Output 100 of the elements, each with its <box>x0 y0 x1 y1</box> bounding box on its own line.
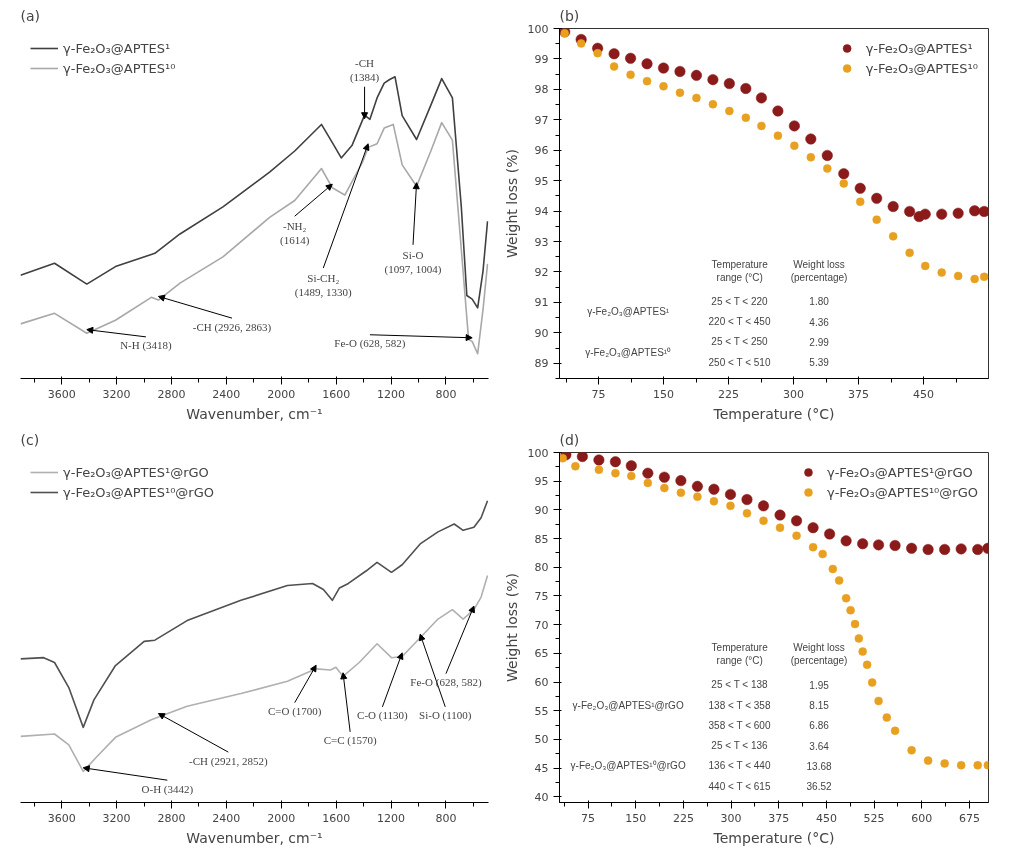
x-axis-title: Wavenumber, cm⁻¹ <box>186 829 323 846</box>
y-tick-label: 91 <box>534 296 549 310</box>
annotation: Si-O (1100) <box>419 709 472 723</box>
x-tick-label: 75 <box>591 387 606 401</box>
y-tick-label: 60 <box>534 676 549 690</box>
annotation: 36.52 <box>806 781 832 793</box>
annotation: -CH (1384) <box>349 56 380 85</box>
annotation: 440 < T < 615 <box>708 780 771 792</box>
x-axis-title: Temperature (°C) <box>712 405 835 422</box>
legend-label: γ-Fe₂O₃@APTES¹⁰@rGO <box>63 484 215 500</box>
x-tick-label: 800 <box>435 387 457 401</box>
annotation: 1.80 <box>809 296 830 308</box>
x-tick-label: 1600 <box>322 387 351 401</box>
legend-label: γ-Fe₂O₃@APTES¹ <box>63 40 171 56</box>
y-tick-label: 65 <box>534 647 549 661</box>
annotation: 1.95 <box>809 679 830 691</box>
annotation: 220 < T < 450 <box>708 316 771 328</box>
annotation: 358 < T < 600 <box>708 719 771 731</box>
annotation: 250 < T < 510 <box>708 356 771 368</box>
y-tick-label: 95 <box>534 475 549 489</box>
x-tick-label: 150 <box>625 811 647 825</box>
x-tick-label: 2400 <box>212 811 241 825</box>
x-tick-label: 1200 <box>377 811 406 825</box>
x-tick-label: 2800 <box>157 811 186 825</box>
annotation: Temperature range (°C) <box>711 642 769 667</box>
annotation: 25 < T < 250 <box>711 336 769 348</box>
x-tick-label: 375 <box>768 811 790 825</box>
annotation: Temperature range (°C) <box>711 258 769 284</box>
x-tick-label: 1600 <box>322 811 351 825</box>
annotation: 8.15 <box>809 700 830 712</box>
annotation: 25 < T < 136 <box>711 740 769 752</box>
y-tick-label: 80 <box>534 561 549 575</box>
x-tick-label: 675 <box>958 811 980 825</box>
y-tick-label: 97 <box>534 113 549 127</box>
chart-title: (b) <box>559 7 580 24</box>
x-axis-title: Temperature (°C) <box>712 829 835 846</box>
y-tick-label: 40 <box>534 790 549 804</box>
x-tick-label: 75 <box>581 811 596 825</box>
x-tick-label: 3600 <box>47 387 76 401</box>
annotation: -CH (2926, 2863) <box>192 320 272 334</box>
x-tick-label: 2000 <box>267 387 296 401</box>
annotation: 25 < T < 138 <box>711 679 769 691</box>
y-tick-label: 75 <box>534 589 549 603</box>
x-tick-label: 450 <box>815 811 837 825</box>
y-tick-label: 98 <box>534 83 549 97</box>
annotation: 2.99 <box>809 336 830 348</box>
y-tick-label: 70 <box>534 618 549 632</box>
annotation: 6.86 <box>809 720 830 732</box>
annotation: C=C (1570) <box>323 734 377 748</box>
annotation: C-O (1130) <box>357 709 409 723</box>
y-tick-label: 90 <box>534 503 549 517</box>
legend-label: γ-Fe₂O₃@APTES¹@rGO <box>826 464 973 480</box>
annotation: Weight loss (percentage) <box>790 258 848 284</box>
x-tick-label: 800 <box>435 811 457 825</box>
y-tick-label: 95 <box>534 174 549 188</box>
x-axis-title: Wavenumber, cm⁻¹ <box>186 405 323 422</box>
annotation: Weight loss (percentage) <box>790 642 848 667</box>
y-axis-title: Weight loss (%) <box>503 573 520 682</box>
y-tick-label: 55 <box>534 704 549 718</box>
x-tick-label: 225 <box>672 811 694 825</box>
legend-label: γ-Fe₂O₃@APTES¹⁰@rGO <box>826 484 978 500</box>
annotation: Fe-O (628, 582) <box>334 337 406 351</box>
y-tick-label: 93 <box>534 235 549 249</box>
y-tick-label: 94 <box>534 205 549 219</box>
annotation: 138 < T < 358 <box>708 699 771 711</box>
x-tick-label: 375 <box>848 387 869 401</box>
y-tick-label: 50 <box>534 733 549 747</box>
annotation: γ-Fe₂O₃@APTES¹⁰@rGO <box>570 760 686 772</box>
x-tick-label: 3200 <box>102 387 131 401</box>
y-tick-label: 89 <box>534 357 549 371</box>
annotation: γ-Fe₂O₃@APTES¹ <box>587 306 670 318</box>
x-tick-label: 3200 <box>102 811 131 825</box>
annotation: Si-O (1097, 1004) <box>384 248 442 276</box>
y-tick-label: 45 <box>534 762 549 776</box>
annotation: C=O (1700) <box>267 705 322 719</box>
annotation: 136 < T < 440 <box>708 760 771 772</box>
annotation: γ-Fe₂O₃@APTES¹@rGO <box>572 699 684 711</box>
x-tick-label: 525 <box>863 811 885 825</box>
annotation: 25 < T < 220 <box>711 295 769 307</box>
legend-label: γ-Fe₂O₃@APTES¹ <box>865 40 973 56</box>
y-tick-label: 100 <box>527 22 549 36</box>
annotation: 13.68 <box>806 760 832 772</box>
x-tick-label: 2800 <box>157 387 186 401</box>
x-tick-label: 300 <box>783 387 804 401</box>
legend-label: γ-Fe₂O₃@APTES¹⁰ <box>63 60 176 76</box>
y-tick-label: 96 <box>534 144 549 158</box>
x-tick-label: 300 <box>720 811 742 825</box>
x-tick-label: 600 <box>911 811 933 825</box>
y-tick-label: 85 <box>534 532 549 546</box>
y-tick-label: 99 <box>534 52 549 66</box>
y-tick-label: 90 <box>534 326 549 340</box>
annotation: -NH₂ (1614) <box>280 219 310 248</box>
annotation: 4.36 <box>809 316 830 328</box>
y-axis-title: Weight loss (%) <box>503 149 520 258</box>
x-tick-label: 3600 <box>47 811 76 825</box>
x-tick-label: 225 <box>718 387 739 401</box>
x-tick-label: 2400 <box>212 387 241 401</box>
annotation: O-H (3442) <box>141 782 194 796</box>
legend-label: γ-Fe₂O₃@APTES¹@rGO <box>63 464 209 480</box>
chart-title: (a) <box>20 7 41 24</box>
